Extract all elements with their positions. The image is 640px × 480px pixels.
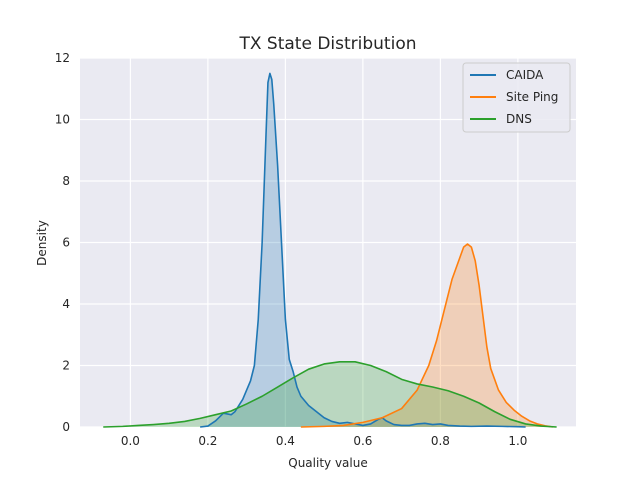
legend-box: [462, 62, 571, 133]
x-tick-label: 0.6: [353, 434, 372, 448]
grid-lines: [80, 57, 576, 428]
y-tick-label: 10: [55, 113, 70, 127]
y-tick-label: 4: [62, 297, 70, 311]
series-line-site-ping: [300, 243, 553, 428]
x-tick-label: 0.0: [121, 434, 140, 448]
x-tick-label: 0.8: [431, 434, 450, 448]
y-tick-label: 12: [55, 51, 70, 65]
legend: CAIDA Site Ping DNS: [462, 62, 571, 133]
series-line-caida: [200, 72, 526, 428]
series-lines: [103, 72, 557, 428]
y-tick-label: 6: [62, 236, 70, 250]
x-axis-label: Quality value: [288, 456, 367, 470]
y-tick-label: 2: [62, 359, 70, 373]
y-tick-label: 0: [62, 420, 70, 434]
legend-label-dns: DNS: [506, 112, 532, 126]
y-tick-label: 8: [62, 174, 70, 188]
series-fills: [103, 73, 557, 427]
y-tick-labels: 0 2 4 6 8 10 12: [55, 51, 70, 434]
series-fill-caida: [200, 73, 526, 427]
legend-label-caida: CAIDA: [506, 68, 544, 82]
legend-label-site-ping: Site Ping: [506, 90, 558, 104]
x-tick-labels: 0.0 0.2 0.4 0.6 0.8 1.0: [121, 434, 528, 448]
x-tick-label: 1.0: [508, 434, 527, 448]
chart-title: TX State Distribution: [238, 34, 416, 54]
y-axis-label: Density: [35, 220, 49, 266]
series-fill-site-ping: [300, 244, 553, 427]
series-line-dns: [103, 361, 557, 428]
x-tick-label: 0.4: [276, 434, 295, 448]
series-fill-dns: [103, 361, 557, 427]
x-tick-label: 0.2: [198, 434, 217, 448]
